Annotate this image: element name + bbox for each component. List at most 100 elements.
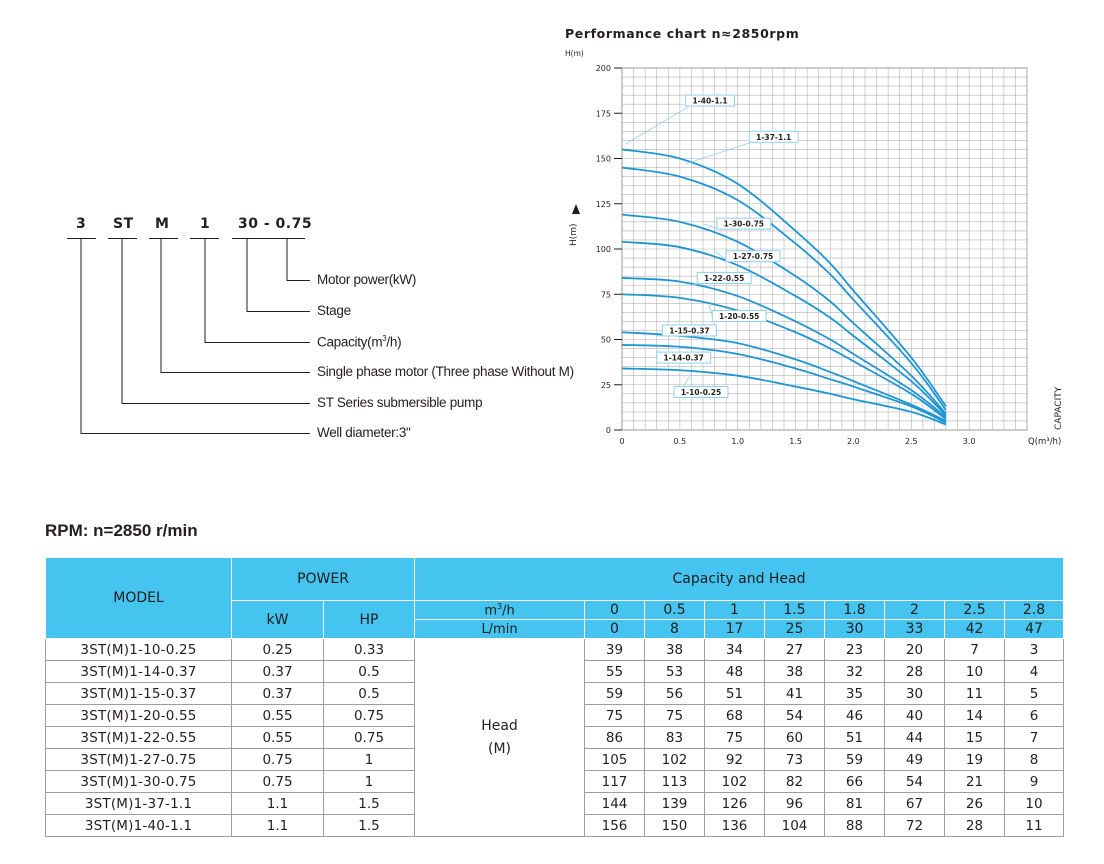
head-value-cell: 156 [584, 814, 646, 837]
head-value-cell: 113 [644, 770, 706, 793]
x-tick-label: 3.0 [963, 437, 976, 446]
head-value-cell: 48 [704, 660, 766, 683]
head-value-cell: 39 [584, 638, 646, 661]
flow-unit-header: m3/h [414, 600, 586, 620]
head-value-cell: 11 [1004, 814, 1065, 837]
annotation-label-1-14-0.37: 1-14-0.37 [663, 354, 703, 363]
head-value-cell: 144 [584, 792, 646, 815]
capacity-head-header: Capacity and Head [414, 557, 1065, 601]
head-label: Head [481, 717, 518, 734]
hp-cell: 1 [322, 748, 416, 771]
model-cell: 3ST(M)1-37-1.1 [45, 792, 232, 815]
y-tick-label: 50 [601, 336, 611, 345]
annotation-label-1-30-0.75: 1-30-0.75 [724, 220, 764, 229]
head-value-cell: 4 [1004, 660, 1065, 683]
hp-cell: 1.5 [322, 792, 416, 815]
head-value-cell: 82 [764, 770, 826, 793]
kw-cell: 0.55 [231, 726, 324, 749]
annotation-box [685, 94, 735, 107]
head-value-cell: 66 [824, 770, 886, 793]
head-value-cell: 54 [764, 704, 826, 727]
annotation-label-1-15-0.37: 1-15-0.37 [669, 326, 709, 335]
annotation-leader [685, 141, 752, 165]
model-cell: 3ST(M)1-22-0.55 [45, 726, 232, 749]
x-tick-label: 1.0 [731, 437, 744, 446]
kw-cell: 0.75 [231, 770, 324, 793]
hp-header: HP [322, 600, 416, 639]
legend-lines [67, 238, 310, 434]
label-motor-type: Single phase motor (Three phase Without … [317, 364, 574, 379]
series-line-1-14-0.37 [621, 344, 947, 424]
flow-header-5: 2 [884, 600, 946, 620]
table-body: 3ST(M)1-10-0.25 0.25 0.33 Head (M) 39 38 34 27 23… [45, 638, 1065, 837]
y-tick-label: 150 [596, 155, 611, 164]
code-part-capacity: 1 [200, 216, 211, 232]
model-header: MODEL [45, 557, 232, 639]
model-cell: 3ST(M)1-30-0.75 [45, 770, 232, 793]
flow-header-4: 1.8 [824, 600, 886, 620]
annotation-box [725, 250, 781, 263]
head-value-cell: 44 [884, 726, 946, 749]
label-series: ST Series submersible pump [317, 395, 483, 410]
annotation-box [656, 351, 712, 364]
model-cell: 3ST(M)1-27-0.75 [45, 748, 232, 771]
flow-header-1: 0.5 [644, 600, 706, 620]
head-value-cell: 92 [704, 748, 766, 771]
table-row: 3ST(M)1-27-0.75 0.75 1 105 102 92 73 59 49 19 8 [45, 748, 1065, 771]
lmin-header-4: 30 [824, 619, 886, 639]
hp-cell: 0.75 [322, 726, 416, 749]
y-tick-label: 25 [601, 381, 611, 390]
hp-cell: 0.33 [322, 638, 416, 661]
performance-chart: Performance chart n≈2850rpm 0 25 50 75 100 12… [555, 18, 1100, 458]
head-value-cell: 23 [824, 638, 886, 661]
x-axis-side-label: CAPACITY [1054, 386, 1064, 430]
y-axis-arrow [572, 204, 580, 214]
head-value-cell: 56 [644, 682, 706, 705]
head-value-cell: 46 [824, 704, 886, 727]
head-value-cell: 3 [1004, 638, 1065, 661]
x-tick-label: 2.0 [847, 437, 860, 446]
y-tick-label: 200 [596, 64, 611, 73]
head-value-cell: 28 [944, 814, 1006, 837]
y-tick-label: 0 [606, 426, 611, 435]
lmin-header-5: 33 [884, 619, 946, 639]
head-value-cell: 41 [764, 682, 826, 705]
head-value-cell: 102 [704, 770, 766, 793]
table-row: 3ST(M)1-40-1.1 1.1 1.5 156 150 136 104 88 72 28 11 [45, 814, 1065, 837]
lmin-header-3: 25 [764, 619, 826, 639]
x-tick-label: 2.5 [905, 437, 918, 446]
annotation-label-1-22-0.55: 1-22-0.55 [704, 274, 744, 283]
annotation-label-1-27-0.75: 1-27-0.75 [733, 252, 773, 261]
head-value-cell: 150 [644, 814, 706, 837]
head-value-cell: 51 [824, 726, 886, 749]
head-value-cell: 67 [884, 792, 946, 815]
hp-cell: 1.5 [322, 814, 416, 837]
head-value-cell: 34 [704, 638, 766, 661]
power-header: POWER [230, 557, 416, 601]
head-value-cell: 51 [704, 682, 766, 705]
chart-title: Performance chart n≈2850rpm [565, 26, 800, 41]
code-part-series: ST [113, 216, 134, 232]
head-value-cell: 72 [884, 814, 946, 837]
head-value-cell: 86 [584, 726, 646, 749]
y-tick-label: 175 [596, 109, 611, 118]
head-value-cell: 26 [944, 792, 1006, 815]
head-value-cell: 105 [584, 748, 646, 771]
lmin-unit-header: L/min [414, 619, 586, 639]
code-part-stage-power: 30 - 0.75 [238, 216, 313, 232]
annotation-label-1-10-0.25: 1-10-0.25 [681, 388, 721, 397]
chart-plot: 0 25 50 75 100 125 150 175 200 0 0.5 1.0 1.5 2.0 2.5 3.… [565, 49, 1064, 447]
flow-header-2: 1 [704, 600, 766, 620]
lmin-header-6: 42 [944, 619, 1006, 639]
head-value-cell: 73 [764, 748, 826, 771]
model-cell: 3ST(M)1-40-1.1 [45, 814, 232, 837]
head-value-cell: 38 [644, 638, 706, 661]
head-value-cell: 54 [884, 770, 946, 793]
head-value-cell: 83 [644, 726, 706, 749]
head-value-cell: 15 [944, 726, 1006, 749]
head-value-cell: 49 [884, 748, 946, 771]
hp-cell: 0.5 [322, 682, 416, 705]
label-well-diameter: Well diameter:3" [317, 425, 411, 440]
head-value-cell: 68 [704, 704, 766, 727]
hp-cell: 0.75 [322, 704, 416, 727]
